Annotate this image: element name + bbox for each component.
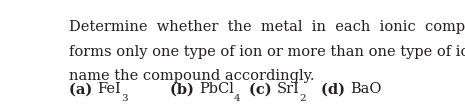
Text: FeI: FeI — [97, 82, 121, 95]
Text: PbCl: PbCl — [199, 82, 234, 95]
Text: (a): (a) — [69, 82, 97, 95]
Text: 4: 4 — [234, 93, 240, 102]
Text: (c): (c) — [249, 82, 277, 95]
Text: forms only one type of ion or more than one type of ion and: forms only one type of ion or more than … — [69, 44, 465, 58]
Text: 3: 3 — [121, 93, 128, 102]
Text: (b): (b) — [170, 82, 199, 95]
Text: Determine  whether  the  metal  in  each  ionic  compound: Determine whether the metal in each ioni… — [69, 19, 465, 33]
Text: BaO: BaO — [350, 82, 382, 95]
Text: SrI: SrI — [277, 82, 300, 95]
Text: (d): (d) — [321, 82, 350, 95]
Text: name the compound accordingly.: name the compound accordingly. — [69, 69, 314, 83]
Text: 2: 2 — [300, 93, 306, 102]
